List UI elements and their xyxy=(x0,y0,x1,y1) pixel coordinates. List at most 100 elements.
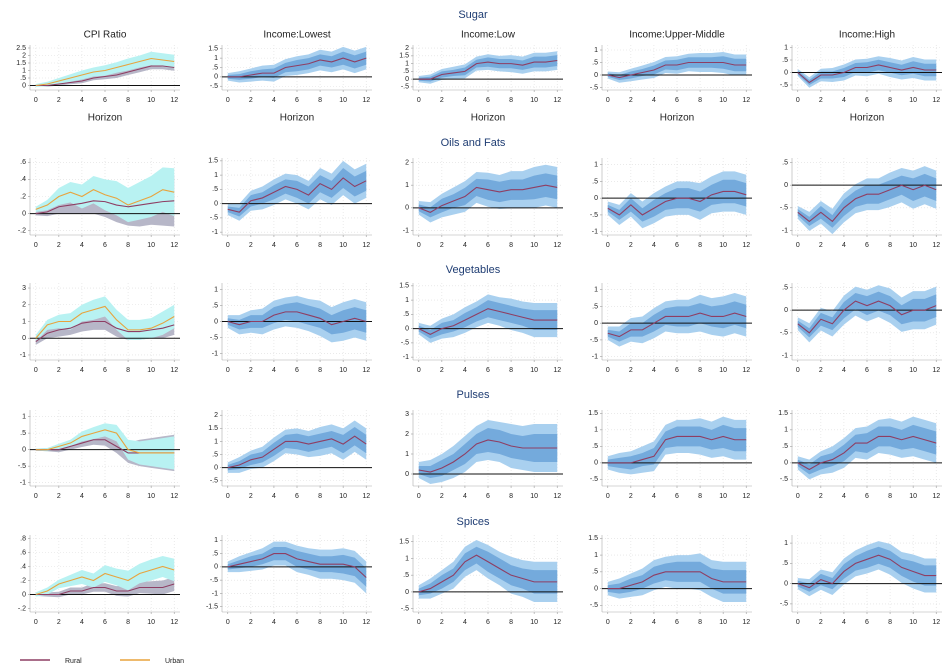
x-tick-label: 0 xyxy=(34,493,38,500)
x-tick-label: 10 xyxy=(530,367,538,374)
confidence-band xyxy=(35,423,175,470)
x-tick-label: 2 xyxy=(57,619,61,626)
x-tick-label: 4 xyxy=(652,493,656,500)
x-tick-label: 0 xyxy=(606,367,610,374)
x-tick-label: 12 xyxy=(742,493,750,500)
confidence-band xyxy=(418,546,558,596)
y-tick-label: -.5 xyxy=(780,205,788,212)
y-tick-label: 1.5 xyxy=(588,410,598,417)
x-tick-label: 0 xyxy=(417,493,421,500)
x-tick-label: 0 xyxy=(34,367,38,374)
y-tick-label: 3 xyxy=(22,285,26,292)
x-tick-label: 2 xyxy=(629,97,633,104)
line xyxy=(35,65,175,87)
y-tick-label: .5 xyxy=(212,550,218,557)
x-tick-label: 2 xyxy=(57,97,61,104)
panel: -.5 0 .5 1 1.5 0 2 4 6 8 10 12 xyxy=(778,410,942,500)
y-tick-label: 1.5 xyxy=(588,535,598,542)
panel: Income:Lowest Horizon -.5 0 .5 1 1.5 0 2 4 6 8 10 12 xyxy=(208,30,372,124)
x-tick-label: 2 xyxy=(629,619,633,626)
y-tick-label: -1.5 xyxy=(206,604,218,611)
x-tick-label: 6 xyxy=(486,367,490,374)
x-tick-label: 8 xyxy=(509,367,513,374)
panel: -1 -.5 0 .5 1 1.5 0 2 4 6 8 10 12 xyxy=(208,158,372,249)
y-tick-label: 2 xyxy=(22,52,26,59)
x-tick-label: 10 xyxy=(719,619,727,626)
y-tick-label: .5 xyxy=(212,186,218,193)
y-tick-label: 1 xyxy=(405,451,409,458)
line xyxy=(35,189,175,210)
confidence-band xyxy=(797,546,937,592)
x-tick-label: 0 xyxy=(796,493,800,500)
x-tick-label: 2 xyxy=(249,97,253,104)
y-tick-label: 0 xyxy=(784,460,788,467)
x-tick-label: 10 xyxy=(719,493,727,500)
x-tick-label: 4 xyxy=(272,493,276,500)
confidence-band xyxy=(797,173,937,228)
confidence-band xyxy=(418,428,558,478)
row-title: Oils and Fats xyxy=(441,137,506,149)
x-tick-label: 10 xyxy=(909,97,917,104)
x-tick-label: 4 xyxy=(272,242,276,249)
x-tick-label: 0 xyxy=(34,619,38,626)
x-tick-label: 0 xyxy=(226,97,230,104)
y-tick-label: .5 xyxy=(782,159,788,166)
y-tick-label: .5 xyxy=(403,311,409,318)
y-tick-label: 1 xyxy=(784,540,788,547)
x-tick-label: 0 xyxy=(417,242,421,249)
x-tick-label: 2 xyxy=(629,493,633,500)
x-tick-label: 0 xyxy=(34,242,38,249)
x-tick-label: 10 xyxy=(147,619,155,626)
y-tick-label: 0 xyxy=(214,74,218,81)
y-tick-label: -.5 xyxy=(210,577,218,584)
x-tick-label: 12 xyxy=(742,619,750,626)
y-tick-label: -1 xyxy=(212,350,218,357)
y-tick-label: .5 xyxy=(592,178,598,185)
y-tick-label: 3 xyxy=(405,411,409,418)
panel: -.5 0 .5 1 1.5 0 2 4 6 8 10 12 xyxy=(399,535,563,626)
y-tick-label: 0 xyxy=(405,589,409,596)
x-tick-label: 4 xyxy=(652,367,656,374)
x-axis-label: Horizon xyxy=(88,113,122,124)
x-tick-label: 8 xyxy=(509,97,513,104)
y-tick-label: 1.5 xyxy=(208,158,218,165)
x-tick-label: 0 xyxy=(606,619,610,626)
line xyxy=(418,439,558,473)
x-tick-label: 12 xyxy=(932,242,940,249)
panel: -1-.50.510 2 4 6 8 10 12 xyxy=(210,283,372,374)
x-tick-label: 4 xyxy=(652,97,656,104)
y-tick-label: 1 xyxy=(405,555,409,562)
x-tick-label: 6 xyxy=(295,493,299,500)
x-tick-label: 2 xyxy=(819,97,823,104)
y-tick-label: 2.5 xyxy=(16,45,26,52)
x-tick-label: 6 xyxy=(675,619,679,626)
y-tick-label: -1 xyxy=(212,590,218,597)
x-tick-label: 4 xyxy=(80,367,84,374)
line xyxy=(35,200,175,215)
x-tick-label: 0 xyxy=(796,367,800,374)
line xyxy=(797,184,937,223)
panel: -.50.510 2 4 6 8 10 12 xyxy=(780,535,942,626)
x-tick-label: 4 xyxy=(272,97,276,104)
y-tick-label: 1.5 xyxy=(208,46,218,53)
y-tick-label: 1 xyxy=(594,287,598,294)
y-tick-label: 0 xyxy=(22,446,26,453)
x-tick-label: 10 xyxy=(339,367,347,374)
y-tick-label: .5 xyxy=(20,75,26,82)
confidence-band xyxy=(607,301,747,342)
x-tick-label: 8 xyxy=(126,619,130,626)
x-tick-label: 10 xyxy=(147,493,155,500)
y-tick-label: -.5 xyxy=(590,602,598,609)
x-tick-label: 2 xyxy=(440,367,444,374)
y-tick-label: -.5 xyxy=(210,478,218,485)
y-tick-label: .5 xyxy=(212,451,218,458)
y-tick-label: 1 xyxy=(214,55,218,62)
x-tick-label: 2 xyxy=(440,493,444,500)
panel: -1 -.5 0 .5 0 2 4 6 8 10 12 xyxy=(780,283,942,374)
x-tick-label: 4 xyxy=(80,493,84,500)
x-tick-label: 8 xyxy=(318,367,322,374)
